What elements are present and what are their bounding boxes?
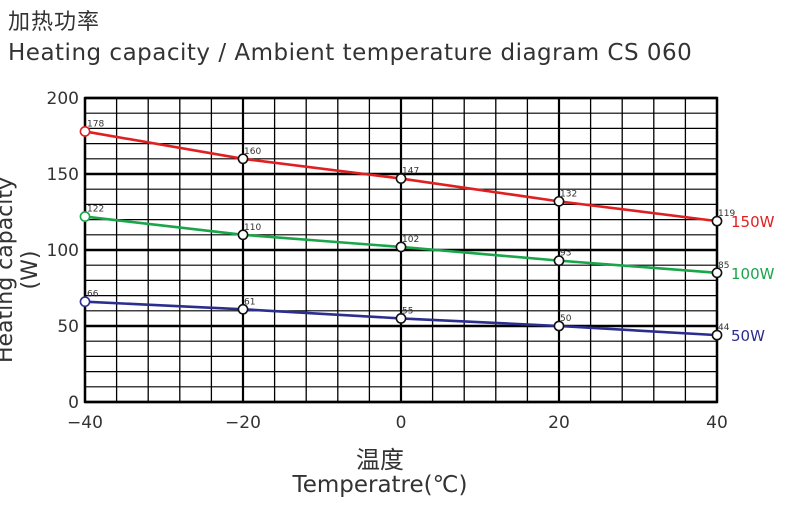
data-label: 110: [244, 223, 261, 233]
data-point: [395, 241, 407, 253]
x-axis-label: Temperatre(℃): [292, 472, 468, 498]
data-point: [553, 195, 565, 207]
data-label: 122: [87, 205, 104, 215]
data-point: [553, 320, 565, 332]
data-label: 132: [560, 189, 577, 199]
data-label: 102: [402, 235, 419, 245]
data-label: 44: [718, 323, 730, 333]
x-tick-label: 40: [706, 413, 728, 433]
series-label-50W: 50W: [731, 327, 765, 345]
chart-title-cn: 加热功率: [8, 10, 101, 35]
y-tick-label: 0: [68, 393, 79, 413]
data-label: 50: [560, 314, 572, 324]
data-point: [237, 153, 249, 165]
y-tick-label: 200: [47, 89, 79, 109]
series-label-150W: 150W: [731, 213, 775, 231]
y-tick-label: 150: [47, 165, 79, 185]
data-label: 55: [402, 306, 413, 316]
data-point: [711, 215, 723, 227]
data-point: [79, 296, 91, 308]
data-point: [237, 229, 249, 241]
chart-title: Heating capacity / Ambient temperature d…: [8, 40, 693, 66]
data-point: [711, 329, 723, 341]
data-label: 147: [402, 167, 419, 177]
x-tick-label: 0: [396, 413, 407, 433]
data-point: [395, 173, 407, 184]
data-label: 160: [244, 147, 261, 157]
data-label: 119: [718, 209, 735, 219]
data-label: 61: [244, 297, 255, 307]
data-label: 85: [718, 261, 729, 271]
data-point: [395, 312, 407, 324]
plot-frame: [83, 96, 719, 404]
data-point: [79, 126, 91, 137]
data-point: [553, 255, 565, 267]
series-label-100W: 100W: [731, 265, 775, 283]
data-point: [79, 211, 91, 222]
y-tick-label: 100: [47, 241, 79, 261]
x-tick-label: −40: [67, 413, 103, 433]
data-label: 66: [87, 290, 99, 300]
y-tick-label: 50: [57, 317, 79, 337]
x-axis-label-cn: 温度: [356, 446, 404, 474]
data-label: 93: [560, 249, 571, 259]
data-point: [237, 303, 249, 315]
data-point: [711, 267, 723, 279]
data-label: 178: [87, 119, 104, 129]
x-tick-label: −20: [225, 413, 261, 433]
x-tick-label: 20: [548, 413, 570, 433]
